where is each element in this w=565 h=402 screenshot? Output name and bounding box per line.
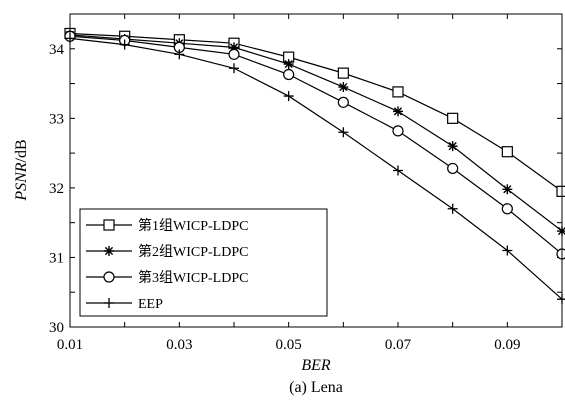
x-tick-label: 0.01 [57, 337, 83, 353]
figure-caption: (a) Lena [289, 379, 343, 396]
series-line [69, 32, 563, 192]
data-point [337, 67, 349, 79]
legend: 第1组WICP-LDPC 第2组WICP-LDPC 第3组WICP-LDPC EEP [79, 208, 328, 317]
data-point [556, 185, 565, 197]
legend-item: 第2组WICP-LDPC [86, 243, 248, 260]
legend-label: 第1组WICP-LDPC [138, 217, 248, 234]
data-point [556, 248, 565, 260]
data-point [338, 82, 349, 93]
plot-frame [69, 13, 563, 328]
x-tick-labels: 0.01 0.03 0.05 0.07 0.09 [57, 337, 521, 353]
y-tick-label: 31 [49, 250, 64, 266]
data-point [502, 184, 513, 195]
data-point [119, 39, 130, 50]
data-point [337, 96, 349, 108]
data-point [229, 63, 239, 74]
data-point [501, 146, 513, 158]
series-3 [64, 30, 565, 260]
series-line [69, 35, 563, 255]
data-point [447, 203, 458, 214]
y-tick-label: 33 [49, 111, 64, 127]
legend-swatch-marker [104, 246, 114, 256]
series-lines [64, 27, 565, 305]
x-tick-label: 0.03 [166, 337, 192, 353]
y-axis-title: PSNR/dB [13, 139, 30, 201]
series-line [69, 37, 563, 300]
data-point [447, 141, 458, 152]
x-tick-label: 0.09 [494, 337, 520, 353]
data-point [393, 106, 403, 117]
legend-label: EEP [138, 297, 163, 312]
data-point [229, 42, 239, 53]
y-tick-label: 32 [49, 181, 64, 197]
legend-item: 第1组WICP-LDPC [86, 217, 248, 234]
y-axis-title-main: PSNR [13, 162, 30, 201]
data-point [283, 91, 294, 102]
data-point [392, 125, 404, 137]
data-point [502, 245, 513, 256]
data-point [393, 165, 403, 176]
data-point [447, 112, 459, 124]
data-point [283, 59, 294, 70]
legend-swatch-marker [103, 271, 115, 283]
x-tick-label: 0.05 [276, 337, 302, 353]
data-point [447, 162, 459, 175]
x-axis-title: BER [301, 357, 331, 374]
series-1 [64, 27, 565, 197]
legend-item: 第3组WICP-LDPC [86, 269, 248, 286]
data-point [228, 48, 240, 60]
data-point [338, 127, 349, 138]
y-tick-label: 34 [49, 42, 65, 58]
x-tick-label: 0.07 [385, 337, 412, 353]
data-point [392, 86, 404, 98]
legend-label: 第3组WICP-LDPC [138, 269, 248, 286]
legend-label: 第2组WICP-LDPC [138, 243, 248, 260]
series-2 [65, 29, 565, 237]
data-point [501, 203, 513, 215]
data-point [174, 49, 185, 60]
y-tick-label: 30 [49, 320, 64, 336]
y-tick-labels: 30 31 32 33 34 [49, 42, 65, 336]
series-line [69, 34, 563, 232]
legend-swatch-marker [104, 298, 114, 308]
legend-box [79, 208, 328, 317]
legend-swatch-marker [103, 219, 115, 231]
y-axis-title-unit: /dB [13, 139, 30, 162]
data-point [283, 68, 295, 81]
legend-item: EEP [86, 297, 163, 312]
